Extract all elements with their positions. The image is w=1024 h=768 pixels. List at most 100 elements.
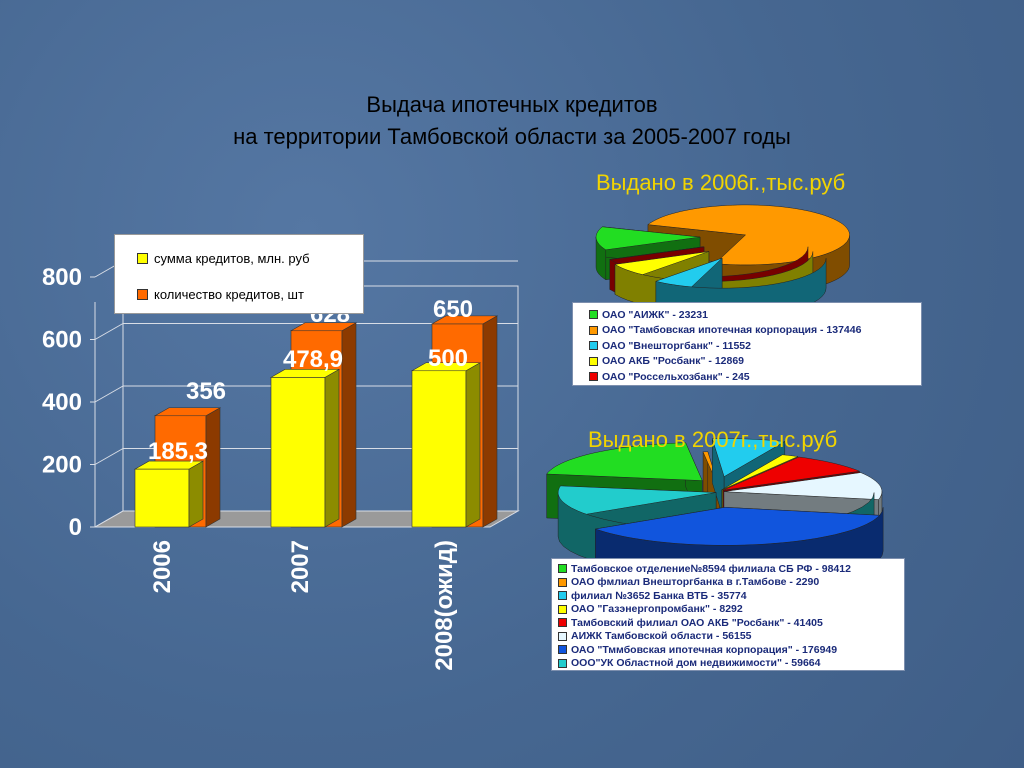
legend-label: ОАО "Россельхозбанк" - 245 (602, 370, 750, 383)
legend-swatch (558, 591, 567, 601)
gridline-diagonal (94, 323, 124, 340)
bar-legend-item-amount: сумма кредитов, млн. руб (137, 251, 310, 266)
pie-2007-slice-2-top (711, 438, 786, 477)
legend-swatch-orange (137, 289, 148, 300)
pie-2006-slice-0-top (595, 226, 701, 251)
legend-2006-item-2: ОАО "Внешторгбанк" - 11552 (589, 338, 921, 354)
y-tick-label: 400 (42, 389, 82, 416)
legend-swatch (558, 658, 567, 668)
legend-2007-item-2: филиал №3652 Банка ВТБ - 35774 (558, 589, 904, 603)
bar-amount-0-side (188, 460, 204, 528)
pie-2007-legend: Тамбовское отделение№8594 филиала СБ РФ … (551, 558, 905, 671)
bar-amount-0-top (133, 460, 205, 470)
legend-swatch (558, 618, 567, 628)
bar-legend-item-count: количество кредитов, шт (137, 287, 304, 302)
bar-chart-legend: сумма кредитов, млн. руб количество кред… (114, 234, 364, 314)
pie-2006-slice-4-top (609, 246, 705, 260)
bar-amount-0-front (134, 468, 190, 528)
pie-2006-legend: ОАО "АИЖК" - 23231 ОАО "Тамбовская ипотеч… (572, 302, 922, 386)
pie-2006-title: Выдано в 2006г.,тыс.руб (596, 170, 846, 195)
gridline-diagonal (94, 385, 124, 403)
slide-title-line2: на территории Тамбовской области за 2005… (233, 124, 791, 149)
bar-amount-0 (133, 460, 205, 528)
bar-amount-1-front (270, 377, 326, 528)
bar-count-0-top (153, 407, 222, 417)
bar-amount-2-top (410, 362, 482, 372)
pie-2006-slice-2-top (654, 257, 723, 288)
x-category-label-1: 2007 (287, 540, 314, 593)
legend-label: Тамбовское отделение№8594 филиала СБ РФ … (571, 562, 851, 575)
y-tick-label: 800 (42, 264, 82, 291)
legend-swatch (589, 372, 598, 382)
legend-label: ОАО "Тамбовская ипотечная корпорация - 1… (602, 324, 862, 337)
bar-amount-2-front (411, 370, 467, 528)
legend-swatch (589, 310, 598, 320)
legend-label: ОАО "Газэнергопромбанк" - 8292 (571, 603, 743, 616)
pie-2007-slice-6-top (595, 507, 881, 546)
legend-swatch (558, 564, 567, 574)
bar-amount-2 (410, 362, 482, 528)
data-label-count-0: 356 (186, 378, 226, 405)
data-label-amount-1: 478,9 (283, 346, 343, 373)
bar-amount-1 (269, 368, 341, 528)
data-label-amount-2: 500 (428, 345, 468, 372)
y-tick-label: 600 (42, 327, 82, 354)
legend-2006-item-0: ОАО "АИЖК" - 23231 (589, 307, 921, 323)
legend-label: АИЖК Тамбовской области - 56155 (571, 630, 752, 643)
bar-count-1-side (341, 322, 357, 528)
legend-2007-item-0: Тамбовское отделение№8594 филиала СБ РФ … (558, 562, 904, 576)
x-category-label-2: 2008(ожид) (431, 540, 458, 671)
legend-2007-item-5: АИЖК Тамбовской области - 56155 (558, 630, 904, 644)
data-label-amount-0: 185,3 (148, 438, 208, 465)
bar-count-1-top (289, 322, 358, 332)
pie-2006-slice-1-top (647, 204, 850, 266)
legend-2007-item-1: ОАО фмлиал Внешторгбанка в г.Тамбове - 2… (558, 576, 904, 590)
y-tick-label: 200 (42, 452, 82, 479)
bar-amount-2-side (465, 362, 481, 528)
legend-swatch (558, 645, 567, 655)
bar-count-2-side (482, 315, 498, 528)
legend-2007-item-4: Тамбовский филиал ОАО АКБ "Росбанк" - 41… (558, 616, 904, 630)
legend-2007-item-6: ОАО "Тммбовская ипотечная корпорация" - … (558, 643, 904, 657)
pie-2007-slice-3-top (721, 454, 799, 491)
bar-legend-label-count: количество кредитов, шт (154, 287, 304, 302)
legend-swatch (589, 356, 598, 366)
legend-label: ОАО "Тммбовская ипотечная корпорация" - … (571, 643, 838, 656)
legend-label: Тамбовский филиал ОАО АКБ "Росбанк" - 41… (571, 616, 823, 629)
legend-2006-item-1: ОАО "Тамбовская ипотечная корпорация - 1… (589, 323, 921, 339)
gridline-diagonal (94, 510, 124, 528)
legend-swatch (558, 577, 567, 587)
legend-2006-item-3: ОАО АКБ "Росбанк" - 12869 (589, 354, 921, 370)
legend-label: филиал №3652 Банка ВТБ - 35774 (571, 589, 747, 602)
legend-label: ОАО "АИЖК" - 23231 (602, 308, 708, 321)
y-tick-label: 0 (69, 514, 82, 541)
bar-count-2-top (430, 315, 499, 325)
legend-label: ОАО АКБ "Росбанк" - 12869 (602, 355, 745, 368)
legend-swatch-yellow (137, 253, 148, 264)
x-category-label-0: 2006 (149, 540, 176, 593)
pie-2007-slice-0-top (546, 442, 703, 481)
legend-label: ОАО "Внешторгбанк" - 11552 (602, 339, 751, 352)
legend-label: ОАО фмлиал Внешторгбанка в г.Тамбове - 2… (571, 576, 820, 589)
legend-swatch (589, 341, 598, 351)
bar-count-0-side (205, 407, 221, 528)
pie-2007-slice-4-top (722, 456, 861, 491)
data-label-count-2: 650 (433, 296, 473, 323)
gridline-diagonal (94, 448, 124, 465)
legend-2006-item-4: ОАО "Россельхозбанк" - 245 (589, 369, 921, 385)
legend-swatch (558, 604, 567, 614)
legend-2007-item-7: ООО"УК Областной дом недвижимости" - 596… (558, 657, 904, 671)
legend-swatch (558, 631, 567, 641)
pie-2007-slice-5-top (723, 472, 883, 500)
bar-amount-1-top (269, 369, 341, 378)
pie-2007-slice-7-top (557, 485, 717, 515)
bar-amount-1-side (324, 368, 340, 528)
legend-swatch (589, 325, 598, 335)
slide-title-line1: Выдача ипотечных кредитов (366, 92, 658, 117)
bar-legend-label-amount: сумма кредитов, млн. руб (154, 251, 310, 266)
pie-2007-title: Выдано в 2007г.,тыс.руб (588, 427, 838, 452)
legend-2007-item-3: ОАО "Газэнергопромбанк" - 8292 (558, 603, 904, 617)
pie-2006-slice-3-top (614, 251, 709, 275)
legend-label: ООО"УК Областной дом недвижимости" - 596… (571, 657, 821, 670)
